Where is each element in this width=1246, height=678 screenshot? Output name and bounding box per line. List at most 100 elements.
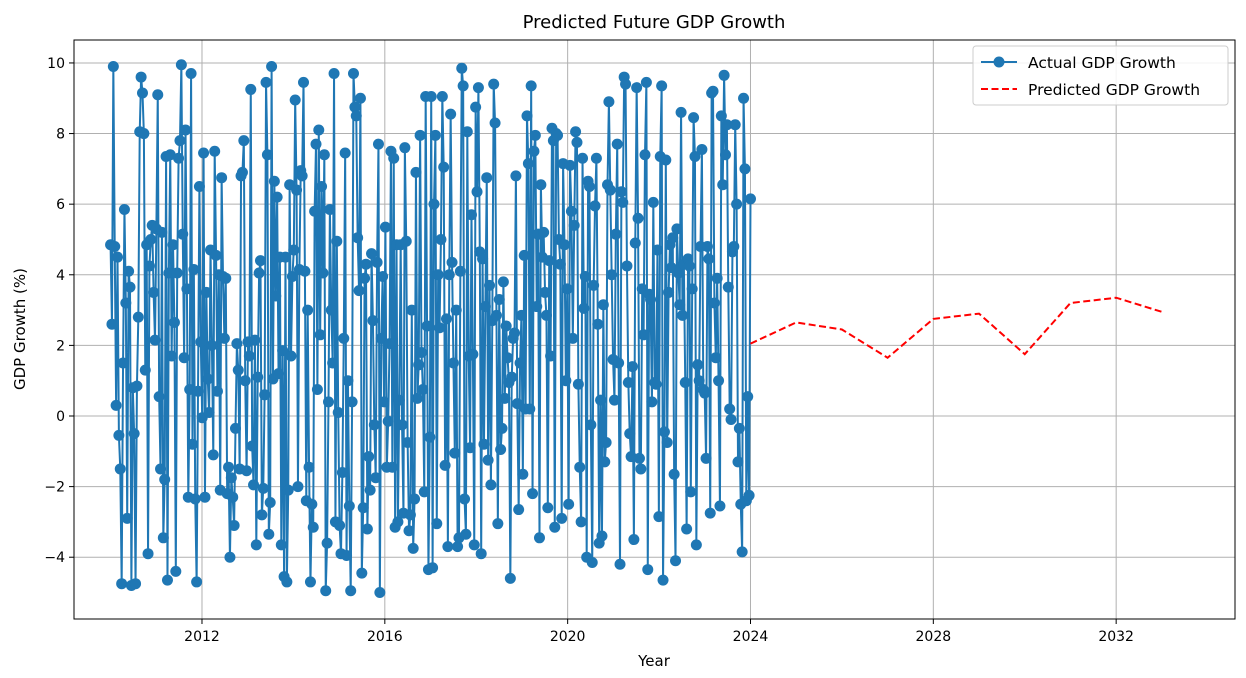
actual-data-point <box>250 539 262 551</box>
actual-data-point <box>410 166 422 178</box>
actual-data-point <box>370 472 382 484</box>
actual-data-point <box>460 528 472 540</box>
actual-data-point <box>374 587 386 599</box>
actual-data-point <box>701 241 713 253</box>
actual-data-point <box>592 318 604 330</box>
actual-data-point <box>585 419 597 431</box>
actual-data-point <box>304 576 316 588</box>
actual-data-point <box>232 364 244 376</box>
actual-data-point <box>136 87 148 99</box>
actual-data-point <box>291 184 303 196</box>
actual-data-point <box>620 78 632 90</box>
x-axis: 2012 2016 2020 2024 2028 2032 <box>184 619 1134 645</box>
actual-data-point <box>454 265 466 277</box>
x-axis-label: Year <box>637 652 671 670</box>
actual-data-point <box>432 269 444 281</box>
actual-data-point <box>363 451 375 463</box>
actual-data-point <box>382 415 394 427</box>
actual-data-point <box>241 465 253 477</box>
actual-data-point <box>323 396 334 408</box>
actual-data-point <box>238 135 250 147</box>
actual-data-point <box>683 260 695 272</box>
actual-data-point <box>364 484 376 496</box>
actual-data-point <box>332 406 344 418</box>
actual-data-point <box>273 368 285 380</box>
actual-data-point <box>248 479 260 491</box>
actual-data-point <box>449 447 461 459</box>
actual-data-point <box>672 267 684 279</box>
y-tick-label: 2 <box>56 338 65 354</box>
chart-title: Predicted Future GDP Growth <box>523 12 786 33</box>
actual-data-point <box>264 496 276 508</box>
actual-data-point <box>302 304 314 316</box>
actual-data-point <box>223 461 235 473</box>
y-tick-label: 6 <box>56 197 65 213</box>
actual-data-point <box>685 486 697 498</box>
actual-data-point <box>650 378 662 390</box>
actual-data-point <box>500 320 512 332</box>
actual-data-point <box>249 334 261 346</box>
actual-data-point <box>499 392 511 404</box>
actual-data-point <box>131 380 143 392</box>
actual-data-point <box>515 309 527 321</box>
actual-data-point <box>595 394 607 406</box>
actual-data-point <box>715 110 727 122</box>
actual-data-point <box>198 147 210 159</box>
actual-data-point <box>407 542 419 554</box>
actual-data-point <box>325 304 337 316</box>
actual-data-point <box>625 451 637 463</box>
actual-data-point <box>356 567 368 579</box>
actual-data-point <box>675 106 687 118</box>
actual-data-point <box>145 233 157 245</box>
actual-data-point <box>224 551 236 563</box>
actual-data-point <box>411 392 423 404</box>
actual-data-point <box>185 68 197 80</box>
actual-data-point <box>504 572 516 584</box>
actual-data-point <box>588 279 600 291</box>
actual-data-point <box>174 135 186 147</box>
actual-data-point <box>579 271 591 283</box>
actual-data-point <box>353 285 365 297</box>
actual-data-point <box>225 472 237 484</box>
actual-data-point <box>611 138 623 150</box>
actual-data-point <box>188 263 200 275</box>
actual-data-point <box>286 271 298 283</box>
actual-data-point <box>143 260 155 272</box>
actual-data-point <box>481 172 493 184</box>
actual-data-point <box>123 265 135 277</box>
actual-data-point <box>468 539 480 551</box>
actual-data-point <box>720 149 731 161</box>
actual-data-point <box>338 332 350 344</box>
actual-data-point <box>192 385 204 397</box>
actual-data-point <box>710 352 722 364</box>
actual-data-point <box>558 239 570 251</box>
actual-data-point <box>738 92 750 104</box>
actual-data-point <box>436 90 448 102</box>
actual-data-point <box>228 519 240 531</box>
actual-data-point <box>736 546 748 558</box>
actual-data-point <box>263 528 275 540</box>
actual-data-point <box>231 338 243 350</box>
actual-data-point <box>393 394 405 406</box>
actual-data-point <box>195 336 207 348</box>
actual-data-point <box>379 221 391 233</box>
actual-data-point <box>313 124 325 136</box>
actual-data-point <box>475 548 487 560</box>
actual-data-point <box>610 228 622 240</box>
actual-data-point <box>166 350 178 362</box>
actual-data-point <box>209 145 221 157</box>
actual-data-point <box>311 384 323 396</box>
actual-data-point <box>167 239 179 251</box>
actual-data-point <box>357 502 369 514</box>
actual-data-point <box>298 76 310 88</box>
actual-data-point <box>488 78 500 90</box>
actual-data-point <box>259 389 271 401</box>
actual-data-point <box>178 352 190 364</box>
actual-data-point <box>366 248 378 260</box>
actual-data-point <box>207 449 219 461</box>
actual-data-point <box>377 271 389 283</box>
actual-data-point <box>413 359 425 371</box>
actual-data-point <box>570 126 582 138</box>
legend-label-predicted: Predicted GDP Growth <box>1028 81 1200 99</box>
actual-data-point <box>661 436 673 448</box>
